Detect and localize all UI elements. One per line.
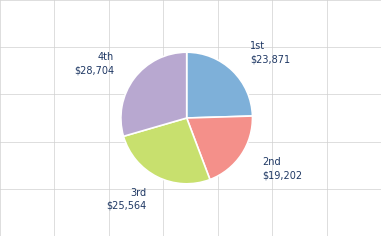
Wedge shape xyxy=(187,52,253,118)
Wedge shape xyxy=(123,118,210,184)
Text: 4th
$28,704: 4th $28,704 xyxy=(74,52,114,75)
Wedge shape xyxy=(121,52,187,136)
Wedge shape xyxy=(187,116,253,180)
Text: 1st
$23,871: 1st $23,871 xyxy=(250,41,290,64)
Text: 3rd
$25,564: 3rd $25,564 xyxy=(106,188,146,211)
Text: 2nd
$19,202: 2nd $19,202 xyxy=(262,157,302,180)
